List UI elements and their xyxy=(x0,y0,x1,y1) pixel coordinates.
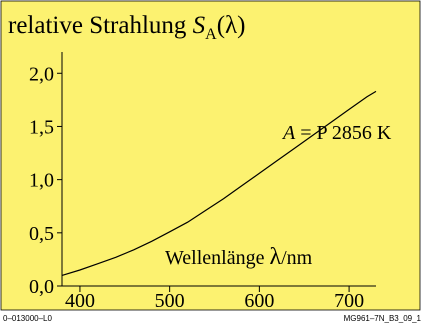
y-tick-label: 0,5 xyxy=(29,223,54,245)
x-tick-label: 600 xyxy=(244,290,274,312)
tick-label-group: 400 500 600 700 0,0 0,5 1,0 1,5 2,0 xyxy=(29,63,364,312)
x-tick-label: 500 xyxy=(155,290,185,312)
x-axis-label: Wellenlänge λ/nm xyxy=(165,244,313,270)
y-tick-label: 1,0 xyxy=(29,170,54,192)
y-tick-label: 2,0 xyxy=(29,63,54,85)
x-tick-label: 700 xyxy=(334,290,364,312)
footer-left-code: 0–013000–L0 xyxy=(3,314,52,323)
x-tick-label: 400 xyxy=(65,290,95,312)
temperature-annotation: A = P 2856 K xyxy=(281,122,392,144)
tick-group xyxy=(57,72,350,292)
chart-panel xyxy=(0,0,421,311)
y-tick-label: 0,0 xyxy=(29,276,54,298)
radiation-curve xyxy=(61,90,377,276)
footer-right-code: MG961–7N_B3_09_1 xyxy=(344,314,422,323)
y-tick-label: 1,5 xyxy=(29,116,54,138)
chart-title: relative Strahlung SA(λ) xyxy=(8,12,246,43)
